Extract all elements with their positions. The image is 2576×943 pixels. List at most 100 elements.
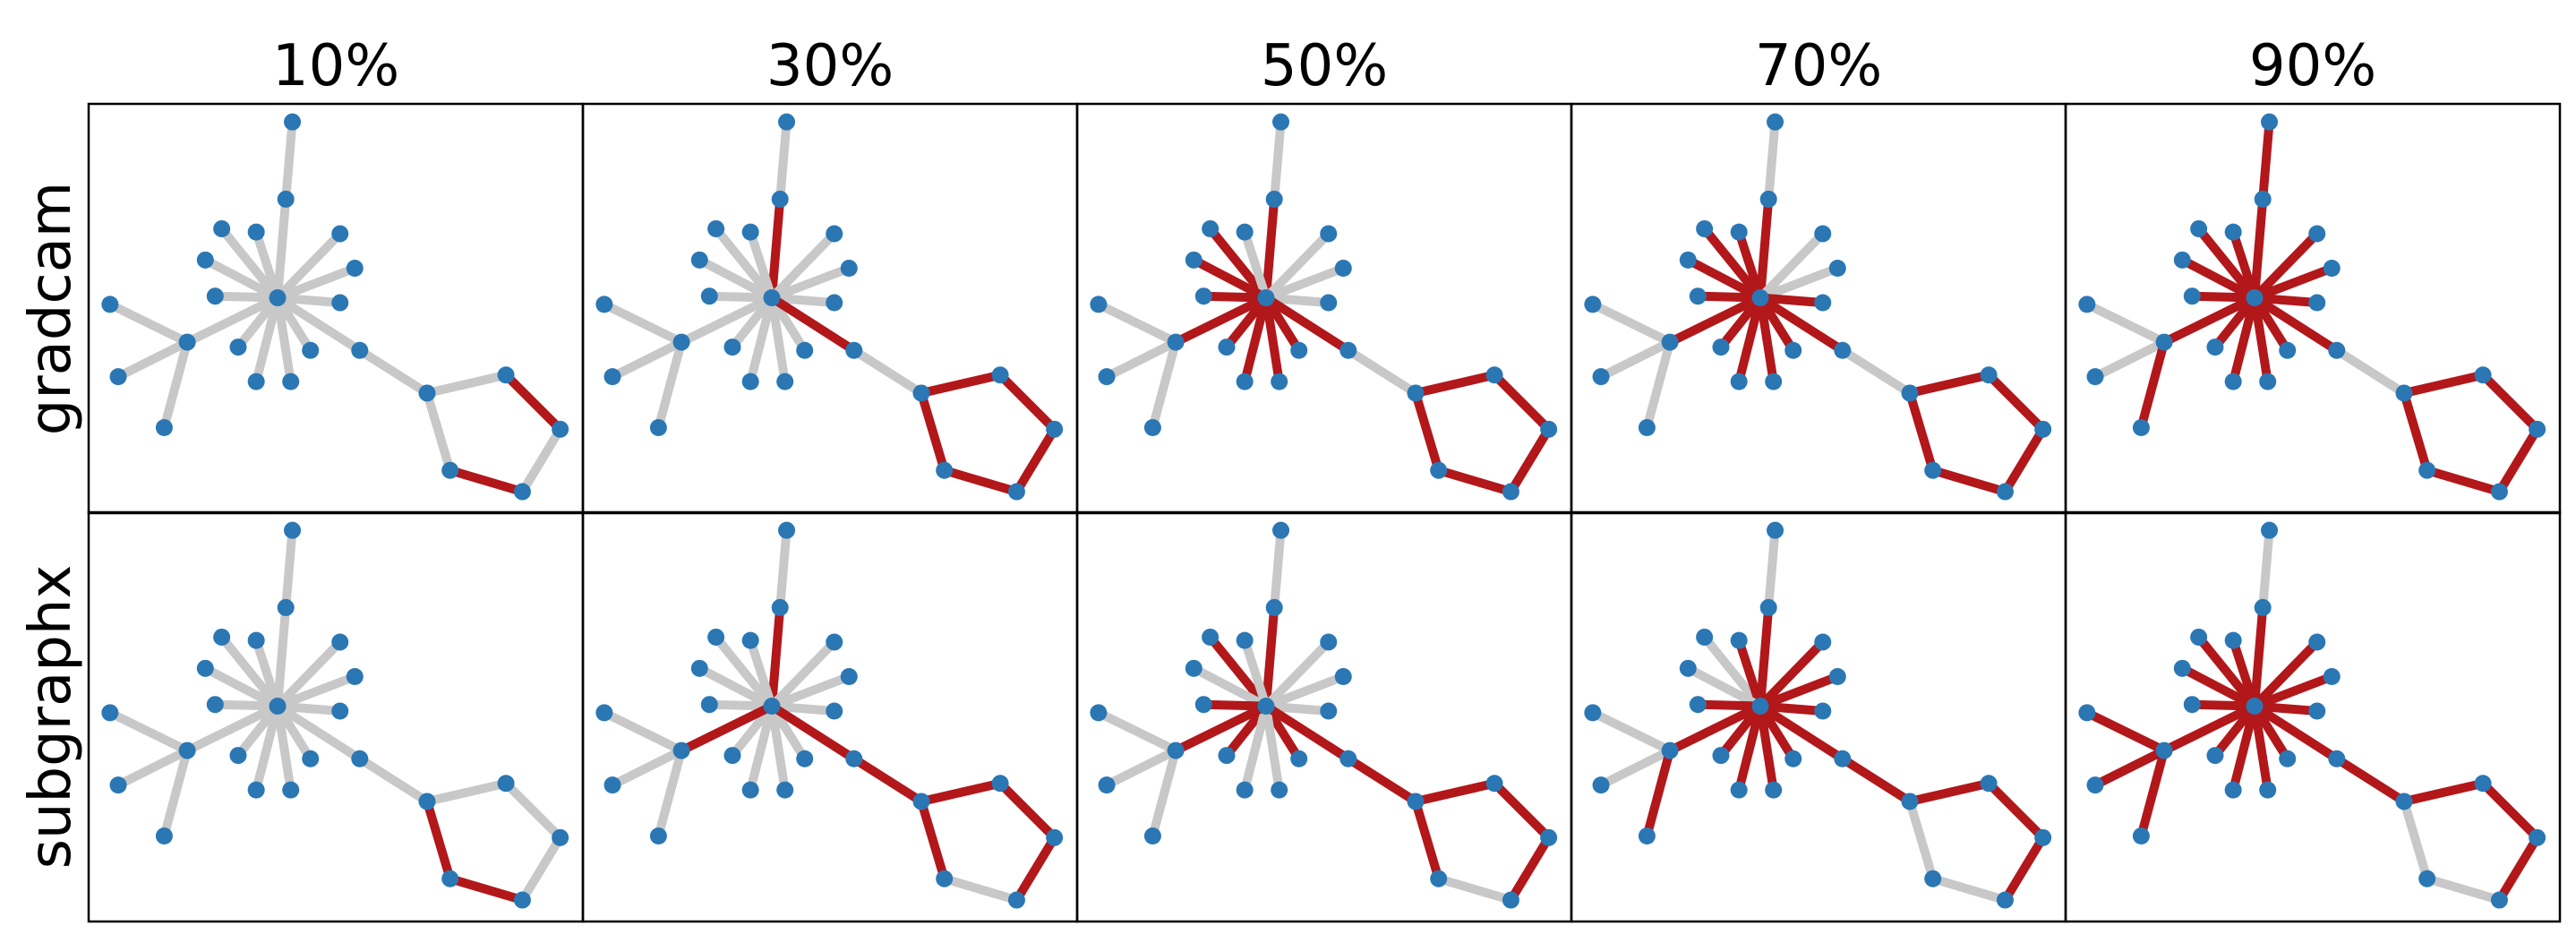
highlighted-edge: [2258, 117, 2274, 204]
node: [2490, 483, 2508, 501]
node: [1924, 870, 1942, 887]
edge: [711, 632, 777, 711]
edge: [1764, 526, 1780, 613]
edge: [767, 228, 839, 303]
edge: [273, 603, 291, 711]
node: [2323, 260, 2341, 277]
node: [2173, 251, 2191, 269]
node: [2261, 521, 2279, 539]
edge: [2091, 338, 2169, 381]
highlighted-edge: [996, 370, 1059, 434]
node: [1584, 704, 1602, 722]
node: [346, 260, 364, 277]
node: [1007, 891, 1025, 909]
highlighted-edge: [2091, 746, 2169, 790]
node: [1661, 333, 1679, 351]
node: [763, 289, 781, 307]
edge: [767, 293, 839, 308]
node: [778, 521, 796, 539]
highlighted-edge: [1506, 424, 1553, 497]
edge: [273, 293, 345, 308]
highlighted-edge: [2229, 636, 2260, 711]
node: [1584, 296, 1602, 313]
highlighted-edge: [917, 778, 1006, 806]
node: [1540, 828, 1558, 846]
highlighted-edge: [2250, 293, 2341, 356]
highlighted-edge: [1433, 466, 1516, 497]
node: [796, 750, 814, 767]
node: [2183, 696, 2201, 714]
node: [2078, 704, 2096, 722]
node: [826, 702, 843, 720]
highlighted-edge: [1199, 291, 1271, 303]
node: [277, 190, 295, 208]
node: [1202, 219, 1220, 237]
node: [1696, 628, 1714, 646]
node: [1320, 633, 1338, 651]
edge: [767, 263, 854, 303]
node: [1272, 113, 1290, 131]
highlighted-edge: [767, 194, 785, 303]
edge: [423, 370, 511, 398]
node: [1090, 704, 1108, 722]
node: [2279, 341, 2297, 359]
highlighted-edge: [849, 754, 927, 806]
node: [776, 373, 794, 390]
node: [741, 631, 759, 649]
node: [1828, 260, 1846, 277]
highlighted-edge: [1411, 370, 1500, 398]
edge: [1262, 701, 1333, 716]
node: [1784, 341, 1802, 359]
node: [101, 296, 119, 313]
node: [1996, 483, 2014, 501]
edge: [1683, 664, 1766, 711]
highlighted-edge: [445, 466, 527, 497]
highlighted-edge: [2422, 466, 2504, 497]
edge: [210, 291, 283, 303]
edge: [252, 701, 283, 795]
highlighted-edge: [1171, 701, 1271, 756]
highlighted-edge: [1693, 291, 1766, 303]
node: [331, 294, 349, 312]
edge: [608, 746, 687, 790]
node: [552, 420, 569, 438]
node: [2206, 747, 2224, 765]
node: [1046, 420, 1064, 438]
node: [840, 668, 858, 685]
highlighted-edge: [1411, 796, 1443, 884]
highlighted-edge: [767, 293, 859, 356]
highlighted-edge: [2332, 754, 2409, 806]
edge: [775, 117, 792, 204]
node: [2328, 750, 2346, 767]
node: [2086, 776, 2104, 794]
edge: [1596, 338, 1675, 381]
edge: [1240, 701, 1271, 795]
highlighted-edge: [1490, 370, 1553, 434]
edge: [654, 746, 687, 841]
node: [1814, 702, 1832, 720]
highlighted-edge: [767, 701, 859, 764]
node: [826, 633, 843, 651]
edge: [1240, 636, 1271, 711]
highlighted-edge: [1262, 194, 1279, 303]
node: [1661, 742, 1679, 759]
highlighted-edge: [2250, 637, 2322, 711]
edge: [217, 224, 283, 303]
highlighted-edge: [1756, 701, 1827, 716]
edge: [355, 346, 432, 398]
edge: [1102, 338, 1181, 381]
node: [2190, 219, 2208, 237]
edge: [1588, 299, 1675, 347]
node: [2155, 742, 2173, 759]
highlighted-edge: [2136, 338, 2169, 433]
node: [1167, 742, 1185, 759]
node: [178, 333, 196, 351]
edge: [1928, 874, 2010, 905]
node: [331, 633, 349, 651]
node: [1334, 260, 1352, 277]
node: [649, 418, 667, 436]
node: [826, 294, 843, 312]
edge: [273, 263, 360, 303]
node: [936, 870, 954, 887]
